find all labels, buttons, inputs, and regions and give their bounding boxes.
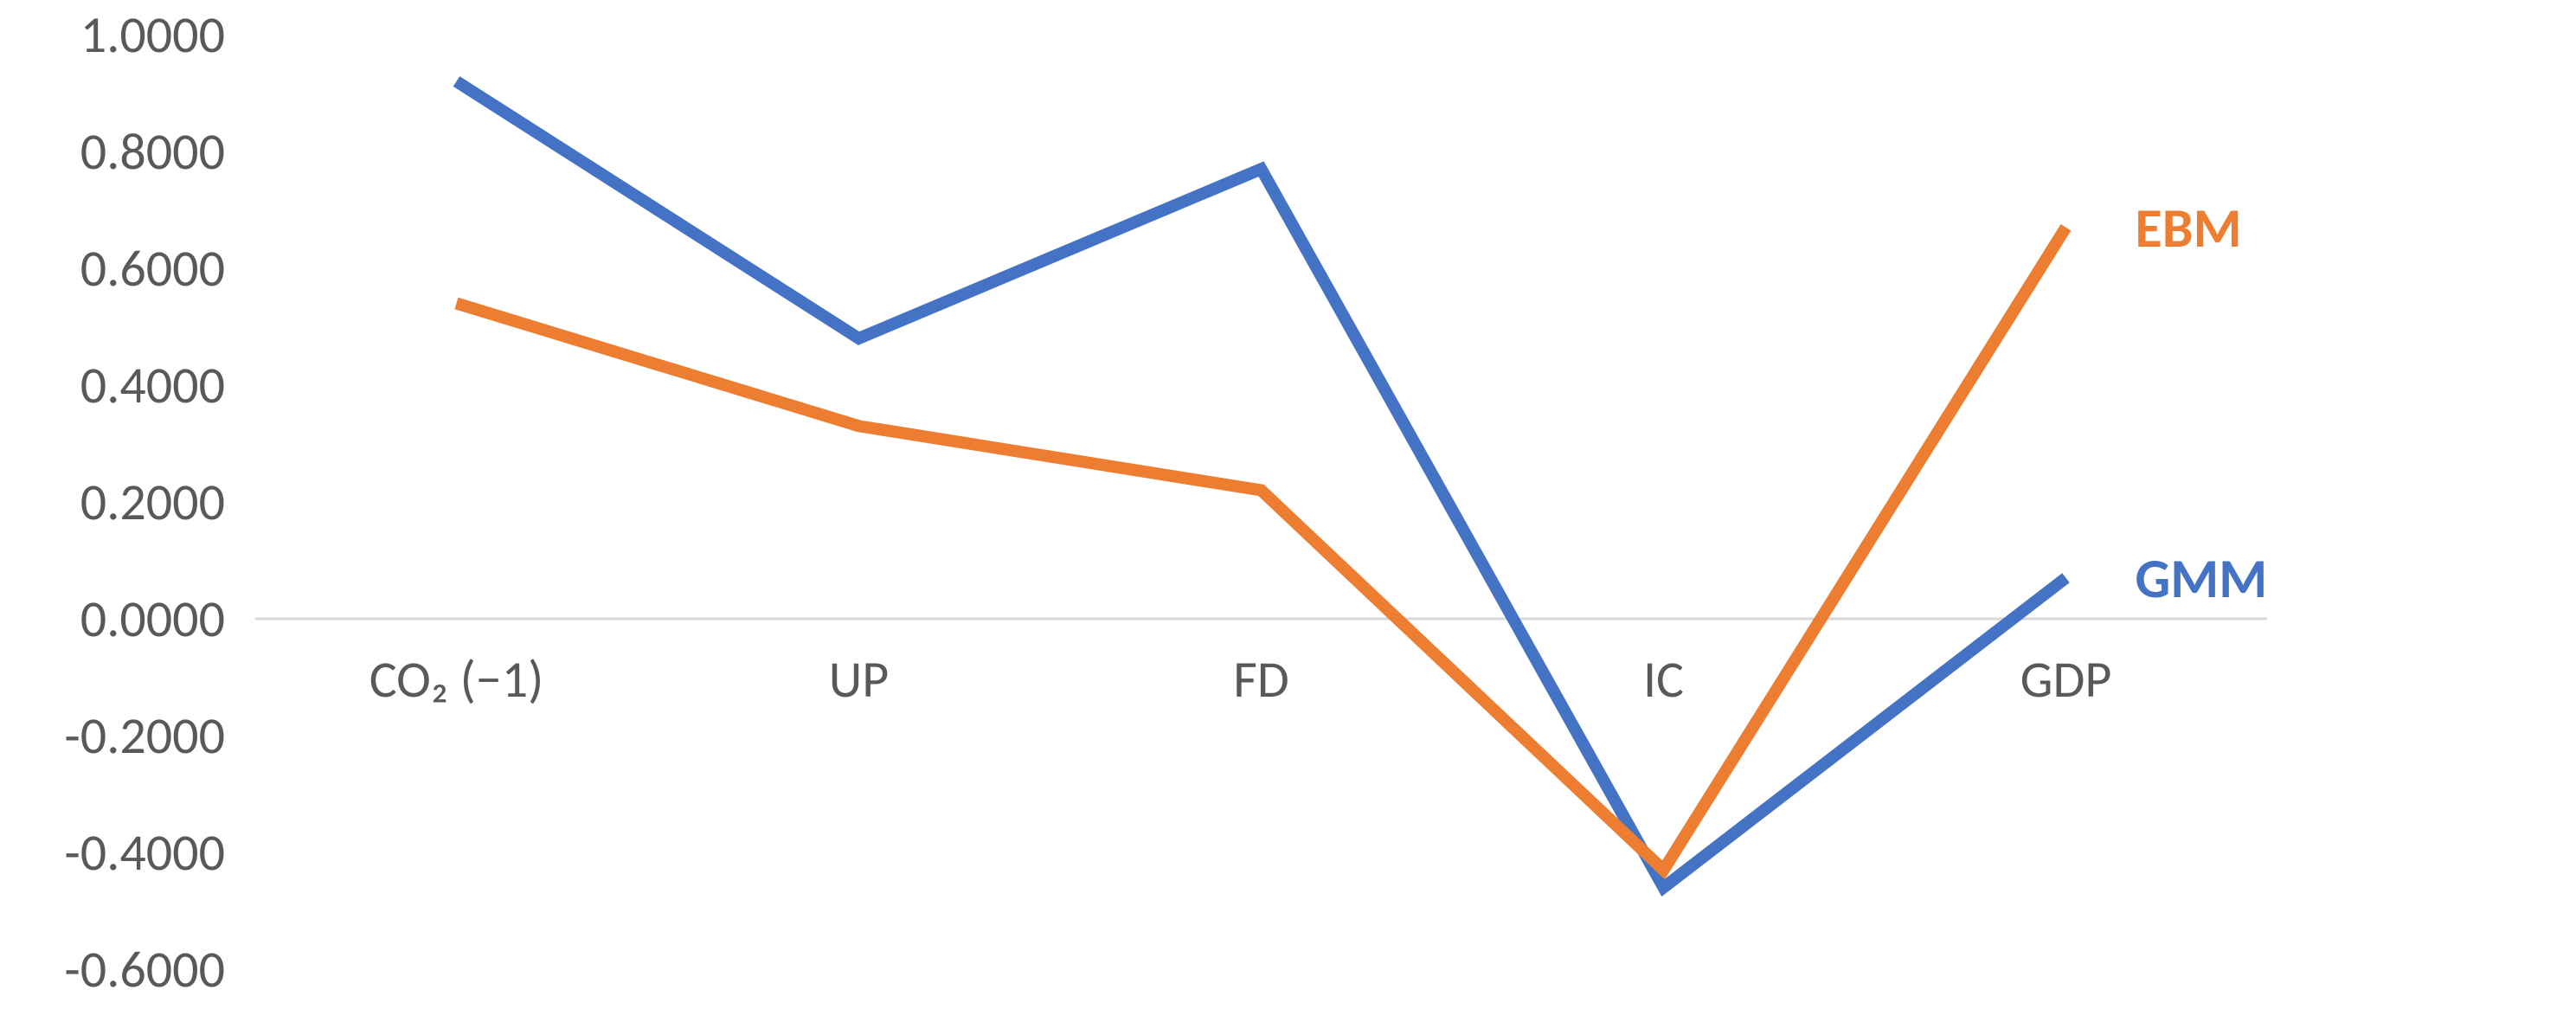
y-tick-label: 1.0000 [80,3,225,67]
x-category-label: IC [1643,648,1684,711]
y-tick-label: 0.2000 [80,471,225,534]
y-tick-label: 0.4000 [80,354,225,417]
y-tick-label: -0.4000 [64,821,225,884]
y-tick-label: 0.0000 [80,588,225,651]
x-category-label: UP [829,648,890,711]
y-tick-label: 0.6000 [80,237,225,300]
y-tick-label: -0.2000 [64,704,225,768]
series-line-ebm [457,228,2066,871]
y-tick-label: 0.8000 [80,120,225,183]
series-end-label-gmm: GMM [2136,545,2268,613]
x-category-label: CO₂ (−1) [369,648,544,711]
chart-svg: 1.0000 0.8000 0.6000 0.4000 0.2000 0.0000 -0.2… [0,0,2576,1016]
series-end-label-ebm: EBM [2136,195,2242,262]
x-category-label: GDP [2020,648,2112,711]
line-chart: 1.0000 0.8000 0.6000 0.4000 0.2000 0.0000 -0.2… [0,0,2576,1016]
y-tick-label: -0.6000 [64,938,225,1001]
x-category-label: FD [1233,648,1288,711]
